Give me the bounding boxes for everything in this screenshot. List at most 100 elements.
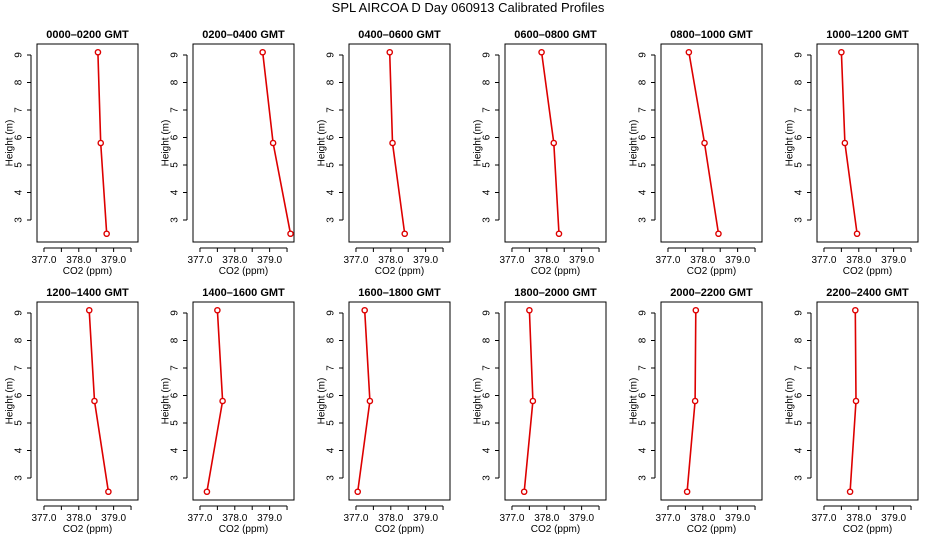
panel-title: 1800–2000 GMT bbox=[514, 287, 597, 299]
y-tick-label: 5 bbox=[170, 420, 181, 426]
x-tick-label: 378.0 bbox=[534, 513, 559, 524]
x-tick-label: 377.0 bbox=[811, 255, 836, 266]
x-tick-label: 377.0 bbox=[31, 255, 56, 266]
y-tick-label: 8 bbox=[14, 79, 25, 85]
data-point bbox=[685, 48, 693, 56]
data-point bbox=[846, 488, 854, 496]
x-tick-label: 377.0 bbox=[655, 513, 680, 524]
y-tick-label: 4 bbox=[326, 447, 337, 453]
x-tick-label: 378.0 bbox=[378, 255, 403, 266]
x-tick-label: 379.0 bbox=[725, 513, 750, 524]
x-tick-label: 378.0 bbox=[690, 513, 715, 524]
y-tick-label: 9 bbox=[170, 52, 181, 58]
data-point bbox=[520, 488, 528, 496]
y-tick-label: 9 bbox=[170, 310, 181, 316]
y-tick-label: 8 bbox=[638, 79, 649, 85]
data-point bbox=[203, 488, 211, 496]
y-tick-label: 5 bbox=[794, 420, 805, 426]
y-tick-label: 4 bbox=[14, 447, 25, 453]
panel-title: 2200–2400 GMT bbox=[826, 287, 909, 299]
data-point bbox=[841, 139, 849, 147]
data-point bbox=[94, 48, 102, 56]
y-tick-label: 6 bbox=[326, 134, 337, 140]
y-tick-label: 4 bbox=[638, 189, 649, 195]
x-axis-label: CO2 (ppm) bbox=[219, 266, 268, 277]
x-axis-label: CO2 (ppm) bbox=[687, 266, 736, 277]
x-tick-label: 377.0 bbox=[187, 513, 212, 524]
y-tick-label: 6 bbox=[794, 134, 805, 140]
x-axis-label: CO2 (ppm) bbox=[375, 266, 424, 277]
data-point bbox=[259, 48, 266, 56]
y-axis-label: Height (m) bbox=[629, 120, 640, 167]
plot-frame bbox=[816, 43, 919, 243]
y-tick-label: 8 bbox=[170, 337, 181, 343]
x-tick-label: 377.0 bbox=[499, 513, 524, 524]
panel-title: 0200–0400 GMT bbox=[202, 29, 285, 41]
y-tick-label: 3 bbox=[638, 475, 649, 481]
y-tick-label: 5 bbox=[794, 162, 805, 168]
y-axis-label: Height (m) bbox=[161, 120, 172, 167]
x-axis-label: CO2 (ppm) bbox=[531, 266, 580, 277]
y-tick-label: 9 bbox=[326, 310, 337, 316]
data-point bbox=[526, 306, 533, 314]
x-axis-label: CO2 (ppm) bbox=[219, 524, 268, 535]
y-tick-label: 5 bbox=[326, 420, 337, 426]
data-point bbox=[852, 306, 859, 314]
y-axis-label: Height (m) bbox=[473, 378, 484, 425]
data-point bbox=[366, 397, 374, 405]
panel-title: 0800–1000 GMT bbox=[670, 29, 753, 41]
y-tick-label: 8 bbox=[14, 337, 25, 343]
x-tick-label: 378.0 bbox=[378, 513, 403, 524]
y-tick-label: 7 bbox=[482, 365, 493, 371]
y-tick-label: 3 bbox=[14, 217, 25, 223]
series-line bbox=[261, 52, 292, 234]
data-point bbox=[550, 139, 558, 147]
y-tick-label: 9 bbox=[794, 310, 805, 316]
plot-frame bbox=[348, 43, 451, 243]
y-tick-label: 5 bbox=[638, 420, 649, 426]
y-tick-label: 9 bbox=[14, 310, 25, 316]
data-point bbox=[529, 397, 537, 405]
y-tick-label: 5 bbox=[326, 162, 337, 168]
data-point bbox=[214, 306, 221, 314]
y-tick-label: 6 bbox=[638, 134, 649, 140]
y-tick-label: 5 bbox=[170, 162, 181, 168]
y-tick-label: 9 bbox=[326, 52, 337, 58]
y-tick-label: 3 bbox=[170, 475, 181, 481]
data-point bbox=[103, 230, 110, 238]
x-tick-label: 379.0 bbox=[101, 255, 126, 266]
y-tick-label: 4 bbox=[170, 189, 181, 195]
plot-frame bbox=[36, 43, 139, 243]
y-tick-label: 6 bbox=[14, 392, 25, 398]
x-tick-label: 379.0 bbox=[413, 513, 438, 524]
y-tick-label: 4 bbox=[170, 447, 181, 453]
y-tick-label: 8 bbox=[482, 337, 493, 343]
y-tick-label: 7 bbox=[326, 107, 337, 113]
x-tick-label: 379.0 bbox=[101, 513, 126, 524]
data-point bbox=[85, 306, 93, 314]
data-point bbox=[555, 230, 563, 238]
x-tick-label: 378.0 bbox=[66, 255, 91, 266]
y-tick-label: 6 bbox=[794, 392, 805, 398]
x-tick-label: 377.0 bbox=[499, 255, 524, 266]
data-point bbox=[287, 230, 294, 238]
data-point bbox=[389, 139, 396, 147]
plot-frame bbox=[192, 43, 295, 243]
data-point bbox=[219, 397, 226, 405]
y-axis-label: Height (m) bbox=[161, 378, 172, 425]
panel-title: 1200–1400 GMT bbox=[46, 287, 129, 299]
y-tick-label: 7 bbox=[794, 107, 805, 113]
data-point bbox=[105, 488, 112, 496]
data-point bbox=[838, 48, 845, 56]
x-tick-label: 377.0 bbox=[655, 255, 680, 266]
data-point bbox=[538, 48, 545, 56]
y-tick-label: 7 bbox=[14, 107, 25, 113]
y-tick-label: 3 bbox=[14, 475, 25, 481]
data-point bbox=[91, 397, 98, 405]
y-tick-label: 4 bbox=[326, 189, 337, 195]
x-tick-label: 378.0 bbox=[690, 255, 715, 266]
data-point bbox=[691, 397, 699, 405]
y-tick-label: 6 bbox=[14, 134, 25, 140]
plot-frame bbox=[504, 301, 607, 501]
y-tick-label: 7 bbox=[326, 365, 337, 371]
